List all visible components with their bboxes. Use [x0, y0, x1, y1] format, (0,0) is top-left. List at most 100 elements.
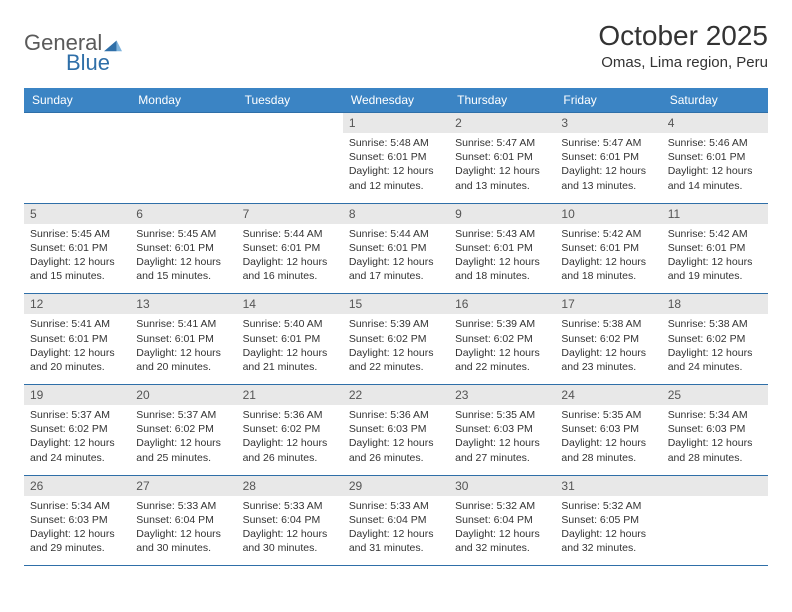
- dayhead-wed: Wednesday: [343, 88, 449, 113]
- day-number: 28: [237, 476, 343, 496]
- title-block: October 2025 Omas, Lima region, Peru: [598, 20, 768, 71]
- day-content: Sunrise: 5:42 AMSunset: 6:01 PMDaylight:…: [662, 224, 768, 294]
- day-number: 23: [449, 385, 555, 405]
- day-content: Sunrise: 5:40 AMSunset: 6:01 PMDaylight:…: [237, 314, 343, 384]
- header: GeneralBlue October 2025 Omas, Lima regi…: [24, 20, 768, 76]
- dayhead-thu: Thursday: [449, 88, 555, 113]
- day-cell: 26Sunrise: 5:34 AMSunset: 6:03 PMDayligh…: [24, 475, 130, 565]
- day-number: 6: [130, 204, 236, 224]
- day-cell: 22Sunrise: 5:36 AMSunset: 6:03 PMDayligh…: [343, 385, 449, 476]
- day-number: 2: [449, 113, 555, 133]
- day-number: 8: [343, 204, 449, 224]
- day-number: 17: [555, 294, 661, 314]
- day-cell: 6Sunrise: 5:45 AMSunset: 6:01 PMDaylight…: [130, 203, 236, 294]
- week-row: 19Sunrise: 5:37 AMSunset: 6:02 PMDayligh…: [24, 385, 768, 476]
- dayhead-sun: Sunday: [24, 88, 130, 113]
- day-cell: 19Sunrise: 5:37 AMSunset: 6:02 PMDayligh…: [24, 385, 130, 476]
- day-cell: 28Sunrise: 5:33 AMSunset: 6:04 PMDayligh…: [237, 475, 343, 565]
- day-cell: 14Sunrise: 5:40 AMSunset: 6:01 PMDayligh…: [237, 294, 343, 385]
- day-cell: 8Sunrise: 5:44 AMSunset: 6:01 PMDaylight…: [343, 203, 449, 294]
- day-content: Sunrise: 5:41 AMSunset: 6:01 PMDaylight:…: [130, 314, 236, 384]
- day-number: 7: [237, 204, 343, 224]
- day-cell: 11Sunrise: 5:42 AMSunset: 6:01 PMDayligh…: [662, 203, 768, 294]
- dayhead-mon: Monday: [130, 88, 236, 113]
- logo-text-blue: Blue: [66, 50, 122, 76]
- day-content: Sunrise: 5:44 AMSunset: 6:01 PMDaylight:…: [237, 224, 343, 294]
- day-content: Sunrise: 5:42 AMSunset: 6:01 PMDaylight:…: [555, 224, 661, 294]
- day-number: 4: [662, 113, 768, 133]
- day-number: 5: [24, 204, 130, 224]
- day-content: Sunrise: 5:45 AMSunset: 6:01 PMDaylight:…: [130, 224, 236, 294]
- day-content: Sunrise: 5:37 AMSunset: 6:02 PMDaylight:…: [24, 405, 130, 475]
- day-content: Sunrise: 5:38 AMSunset: 6:02 PMDaylight:…: [555, 314, 661, 384]
- day-content: Sunrise: 5:47 AMSunset: 6:01 PMDaylight:…: [555, 133, 661, 203]
- day-cell: 27Sunrise: 5:33 AMSunset: 6:04 PMDayligh…: [130, 475, 236, 565]
- day-number: 31: [555, 476, 661, 496]
- day-number: 26: [24, 476, 130, 496]
- day-content: Sunrise: 5:38 AMSunset: 6:02 PMDaylight:…: [662, 314, 768, 384]
- day-number: 21: [237, 385, 343, 405]
- bottom-border: [24, 565, 768, 566]
- week-row: 5Sunrise: 5:45 AMSunset: 6:01 PMDaylight…: [24, 203, 768, 294]
- day-number: 12: [24, 294, 130, 314]
- day-cell: 15Sunrise: 5:39 AMSunset: 6:02 PMDayligh…: [343, 294, 449, 385]
- day-content: Sunrise: 5:33 AMSunset: 6:04 PMDaylight:…: [130, 496, 236, 566]
- week-row: 12Sunrise: 5:41 AMSunset: 6:01 PMDayligh…: [24, 294, 768, 385]
- day-cell: 20Sunrise: 5:37 AMSunset: 6:02 PMDayligh…: [130, 385, 236, 476]
- day-cell: [237, 113, 343, 204]
- day-content: Sunrise: 5:36 AMSunset: 6:03 PMDaylight:…: [343, 405, 449, 475]
- day-content: Sunrise: 5:32 AMSunset: 6:05 PMDaylight:…: [555, 496, 661, 566]
- day-number: 16: [449, 294, 555, 314]
- dayhead-sat: Saturday: [662, 88, 768, 113]
- day-content: Sunrise: 5:48 AMSunset: 6:01 PMDaylight:…: [343, 133, 449, 203]
- day-number: 30: [449, 476, 555, 496]
- day-cell: 21Sunrise: 5:36 AMSunset: 6:02 PMDayligh…: [237, 385, 343, 476]
- day-number: 10: [555, 204, 661, 224]
- day-content: Sunrise: 5:45 AMSunset: 6:01 PMDaylight:…: [24, 224, 130, 294]
- day-cell: [662, 475, 768, 565]
- day-cell: 12Sunrise: 5:41 AMSunset: 6:01 PMDayligh…: [24, 294, 130, 385]
- logo: GeneralBlue: [24, 20, 122, 76]
- day-content: Sunrise: 5:37 AMSunset: 6:02 PMDaylight:…: [130, 405, 236, 475]
- day-number: 20: [130, 385, 236, 405]
- calendar-table: Sunday Monday Tuesday Wednesday Thursday…: [24, 88, 768, 565]
- week-row: 1Sunrise: 5:48 AMSunset: 6:01 PMDaylight…: [24, 113, 768, 204]
- day-number: 1: [343, 113, 449, 133]
- day-cell: 17Sunrise: 5:38 AMSunset: 6:02 PMDayligh…: [555, 294, 661, 385]
- dayhead-tue: Tuesday: [237, 88, 343, 113]
- day-content: Sunrise: 5:33 AMSunset: 6:04 PMDaylight:…: [237, 496, 343, 566]
- day-content: Sunrise: 5:33 AMSunset: 6:04 PMDaylight:…: [343, 496, 449, 566]
- day-cell: 2Sunrise: 5:47 AMSunset: 6:01 PMDaylight…: [449, 113, 555, 204]
- day-cell: 13Sunrise: 5:41 AMSunset: 6:01 PMDayligh…: [130, 294, 236, 385]
- day-content: Sunrise: 5:34 AMSunset: 6:03 PMDaylight:…: [24, 496, 130, 566]
- day-cell: 7Sunrise: 5:44 AMSunset: 6:01 PMDaylight…: [237, 203, 343, 294]
- day-cell: 4Sunrise: 5:46 AMSunset: 6:01 PMDaylight…: [662, 113, 768, 204]
- day-cell: [24, 113, 130, 204]
- day-content: Sunrise: 5:46 AMSunset: 6:01 PMDaylight:…: [662, 133, 768, 203]
- day-header-row: Sunday Monday Tuesday Wednesday Thursday…: [24, 88, 768, 113]
- day-number: 29: [343, 476, 449, 496]
- day-number: 3: [555, 113, 661, 133]
- day-content: Sunrise: 5:34 AMSunset: 6:03 PMDaylight:…: [662, 405, 768, 475]
- day-cell: 24Sunrise: 5:35 AMSunset: 6:03 PMDayligh…: [555, 385, 661, 476]
- day-number: 13: [130, 294, 236, 314]
- calendar-body: 1Sunrise: 5:48 AMSunset: 6:01 PMDaylight…: [24, 113, 768, 566]
- day-cell: 29Sunrise: 5:33 AMSunset: 6:04 PMDayligh…: [343, 475, 449, 565]
- day-cell: 16Sunrise: 5:39 AMSunset: 6:02 PMDayligh…: [449, 294, 555, 385]
- day-cell: 1Sunrise: 5:48 AMSunset: 6:01 PMDaylight…: [343, 113, 449, 204]
- day-cell: 9Sunrise: 5:43 AMSunset: 6:01 PMDaylight…: [449, 203, 555, 294]
- day-number: 22: [343, 385, 449, 405]
- day-number: 14: [237, 294, 343, 314]
- day-cell: 10Sunrise: 5:42 AMSunset: 6:01 PMDayligh…: [555, 203, 661, 294]
- day-cell: 31Sunrise: 5:32 AMSunset: 6:05 PMDayligh…: [555, 475, 661, 565]
- dayhead-fri: Friday: [555, 88, 661, 113]
- day-content: Sunrise: 5:39 AMSunset: 6:02 PMDaylight:…: [343, 314, 449, 384]
- month-title: October 2025: [598, 20, 768, 52]
- day-number: 24: [555, 385, 661, 405]
- day-content: Sunrise: 5:32 AMSunset: 6:04 PMDaylight:…: [449, 496, 555, 566]
- day-content: Sunrise: 5:35 AMSunset: 6:03 PMDaylight:…: [555, 405, 661, 475]
- day-number: 25: [662, 385, 768, 405]
- day-cell: 30Sunrise: 5:32 AMSunset: 6:04 PMDayligh…: [449, 475, 555, 565]
- day-content: Sunrise: 5:41 AMSunset: 6:01 PMDaylight:…: [24, 314, 130, 384]
- day-cell: [130, 113, 236, 204]
